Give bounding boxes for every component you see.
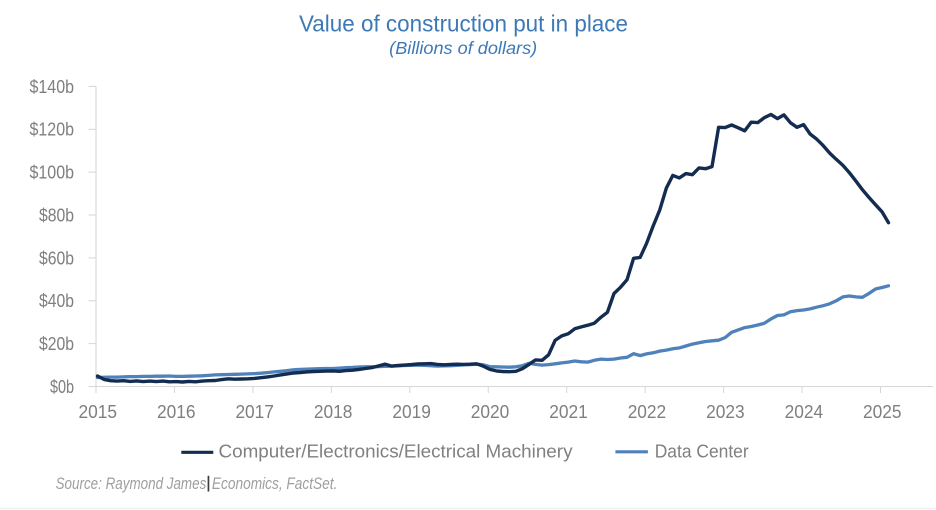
svg-text:2020: 2020 xyxy=(471,402,510,422)
svg-text:2022: 2022 xyxy=(628,402,667,422)
svg-text:2015: 2015 xyxy=(79,402,118,422)
svg-text:$20b: $20b xyxy=(39,334,74,354)
svg-text:Value of construction put in p: Value of construction put in place xyxy=(299,11,628,37)
svg-text:$120b: $120b xyxy=(30,120,75,140)
svg-text:(Billions of dollars): (Billions of dollars) xyxy=(389,38,537,58)
svg-text:Computer/Electronics/Electrica: Computer/Electronics/Electrical Machiner… xyxy=(219,442,573,462)
svg-text:2017: 2017 xyxy=(235,402,274,422)
svg-text:$0b: $0b xyxy=(50,377,74,397)
svg-text:2021: 2021 xyxy=(549,402,588,422)
svg-text:$60b: $60b xyxy=(39,248,74,268)
svg-text:2016: 2016 xyxy=(157,402,196,422)
svg-text:$80b: $80b xyxy=(39,205,74,225)
svg-text:2018: 2018 xyxy=(314,402,353,422)
svg-text:Source: Raymond James: Source: Raymond James xyxy=(56,475,207,493)
svg-text:2024: 2024 xyxy=(785,402,824,422)
svg-text:Data Center: Data Center xyxy=(655,442,749,462)
svg-text:2025: 2025 xyxy=(863,402,902,422)
svg-text:2019: 2019 xyxy=(392,402,431,422)
svg-text:2023: 2023 xyxy=(706,402,745,422)
svg-text:Economics, FactSet.: Economics, FactSet. xyxy=(212,475,338,493)
svg-text:$140b: $140b xyxy=(30,77,75,97)
svg-text:$40b: $40b xyxy=(39,291,74,311)
svg-text:$100b: $100b xyxy=(30,163,75,183)
